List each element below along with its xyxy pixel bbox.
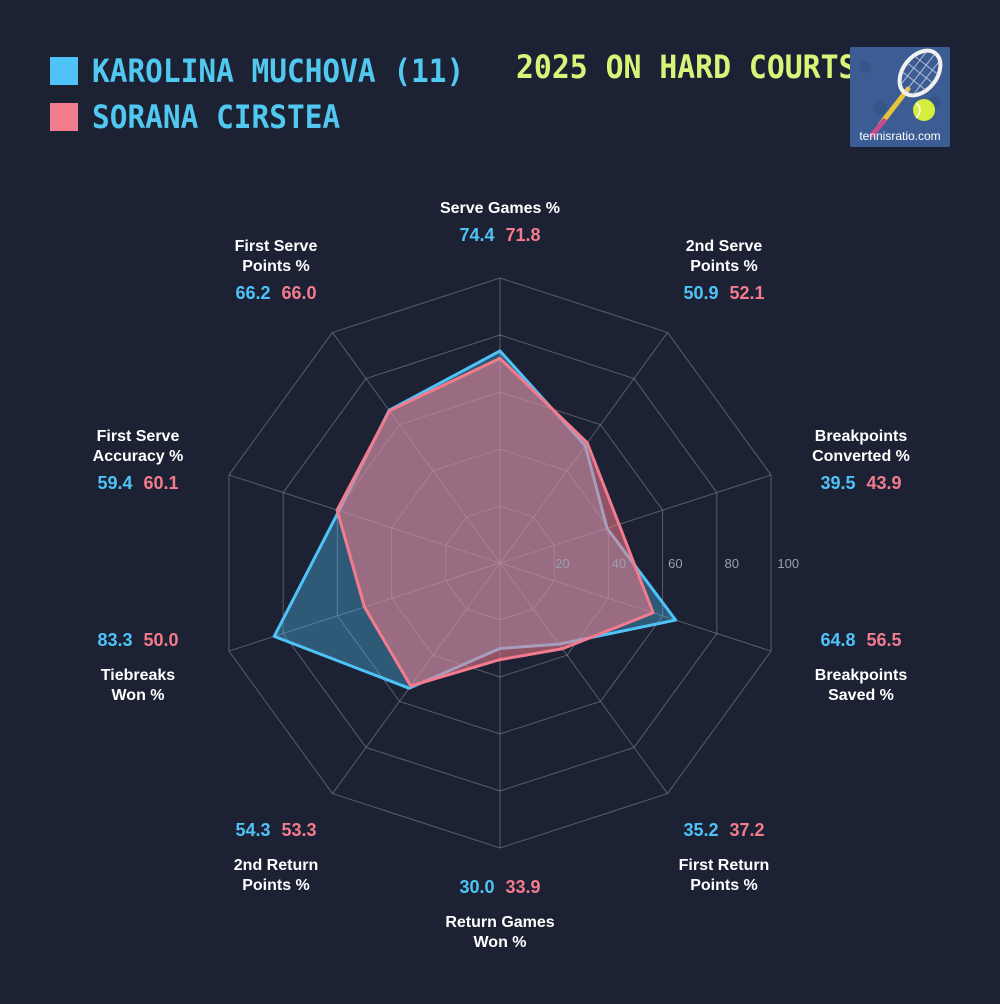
tick-label: 60 xyxy=(668,556,682,571)
axis-label: First Serve xyxy=(235,238,318,255)
axis-label: 2nd Return xyxy=(234,857,318,874)
tick-label: 40 xyxy=(612,556,626,571)
legend-item-player1: KAROLINA MUCHOVA (11) xyxy=(50,48,497,94)
axis-label: 2nd Serve xyxy=(686,238,763,255)
axis-label: Return Games xyxy=(445,914,554,931)
value-label-player1: 35.2 xyxy=(683,820,718,840)
axis-label: Points % xyxy=(242,877,310,894)
axis-label: Points % xyxy=(690,877,758,894)
value-label-player1: 59.4 xyxy=(97,473,132,493)
value-label-player2: 60.1 xyxy=(143,473,178,493)
value-label-player2: 50.0 xyxy=(143,630,178,650)
axis-label: Serve Games % xyxy=(440,200,560,217)
value-label-player2: 53.3 xyxy=(281,820,316,840)
tick-label: 100 xyxy=(777,556,799,571)
axis-label: Tiebreaks xyxy=(101,667,176,684)
axis-label: Breakpoints xyxy=(815,428,908,445)
tennisratio-logo[interactable]: tennisratio.com xyxy=(850,47,950,147)
value-label-player1: 83.3 xyxy=(97,630,132,650)
legend-swatch-player2 xyxy=(50,103,78,131)
radar-axis-labels: Serve Games % 74.4 71.8 2nd Serve Points % 50… xyxy=(93,200,910,951)
radar-ticks: 20 40 60 80 100 xyxy=(555,556,799,571)
value-label-player1: 64.8 xyxy=(820,630,855,650)
legend-swatch-player1 xyxy=(50,57,78,85)
tick-label: 20 xyxy=(555,556,569,571)
axis-label: Converted % xyxy=(812,448,910,465)
chart-title: 2025 ON HARD COURTS xyxy=(516,48,857,86)
axis-label: Points % xyxy=(690,258,758,275)
legend-item-player2: SORANA CIRSTEA xyxy=(50,94,497,140)
axis-label: Points % xyxy=(242,258,310,275)
value-label-player1: 30.0 xyxy=(459,877,494,897)
value-label-player2: 37.2 xyxy=(729,820,764,840)
value-label-player1: 66.2 xyxy=(235,283,270,303)
value-label-player2: 33.9 xyxy=(505,877,540,897)
axis-label: Accuracy % xyxy=(93,448,184,465)
radar-series xyxy=(272,349,678,690)
axis-label: Breakpoints xyxy=(815,667,908,684)
value-label-player2: 66.0 xyxy=(281,283,316,303)
value-label-player2: 43.9 xyxy=(866,473,901,493)
axis-label: First Serve xyxy=(97,428,180,445)
axis-label: First Return xyxy=(679,857,770,874)
axis-label: Won % xyxy=(111,687,164,704)
axis-label: Saved % xyxy=(828,687,894,704)
value-label-player1: 74.4 xyxy=(459,225,494,245)
series-area-2 xyxy=(335,356,655,688)
legend-label-player2: SORANA CIRSTEA xyxy=(92,98,341,136)
axis-label: Won % xyxy=(473,934,526,951)
tick-label: 80 xyxy=(725,556,739,571)
tennis-racket-ball-icon xyxy=(850,47,950,147)
value-label-player1: 39.5 xyxy=(820,473,855,493)
legend: KAROLINA MUCHOVA (11) SORANA CIRSTEA xyxy=(50,48,497,140)
value-label-player1: 50.9 xyxy=(683,283,718,303)
value-label-player2: 56.5 xyxy=(866,630,901,650)
value-label-player2: 52.1 xyxy=(729,283,764,303)
value-label-player2: 71.8 xyxy=(505,225,540,245)
value-label-player1: 54.3 xyxy=(235,820,270,840)
legend-label-player1: KAROLINA MUCHOVA (11) xyxy=(92,52,465,90)
logo-text: tennisratio.com xyxy=(859,129,941,143)
